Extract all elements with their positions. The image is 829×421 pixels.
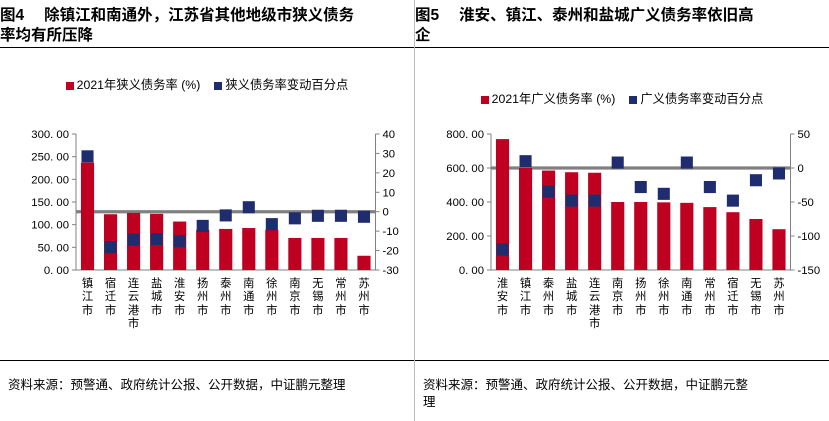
svg-text:20: 20 xyxy=(383,168,396,180)
svg-text:600. 00: 600. 00 xyxy=(446,163,484,175)
svg-text:40: 40 xyxy=(383,129,396,141)
svg-text:-30: -30 xyxy=(383,265,399,277)
svg-text:0. 00: 0. 00 xyxy=(459,265,484,277)
svg-text:30: 30 xyxy=(383,148,396,160)
svg-text:400. 00: 400. 00 xyxy=(446,197,484,209)
svg-text:-10: -10 xyxy=(383,226,399,238)
svg-text:10: 10 xyxy=(383,187,396,199)
svg-text:-50: -50 xyxy=(798,197,814,209)
svg-text:250. 00: 250. 00 xyxy=(31,152,69,164)
svg-text:800. 00: 800. 00 xyxy=(446,129,484,141)
svg-text:200. 00: 200. 00 xyxy=(31,174,69,186)
svg-text:50: 50 xyxy=(798,129,811,141)
svg-text:-20: -20 xyxy=(383,246,399,258)
svg-text:-150: -150 xyxy=(798,265,821,277)
svg-text:0: 0 xyxy=(383,207,389,219)
svg-text:200. 00: 200. 00 xyxy=(446,231,484,243)
svg-text:300. 00: 300. 00 xyxy=(31,129,69,141)
svg-text:150. 00: 150. 00 xyxy=(31,197,69,209)
svg-text:100. 00: 100. 00 xyxy=(31,220,69,232)
svg-text:-100: -100 xyxy=(798,231,821,243)
svg-text:0. 00: 0. 00 xyxy=(44,265,69,277)
svg-text:50. 00: 50. 00 xyxy=(38,242,69,254)
svg-text:0: 0 xyxy=(798,163,804,175)
